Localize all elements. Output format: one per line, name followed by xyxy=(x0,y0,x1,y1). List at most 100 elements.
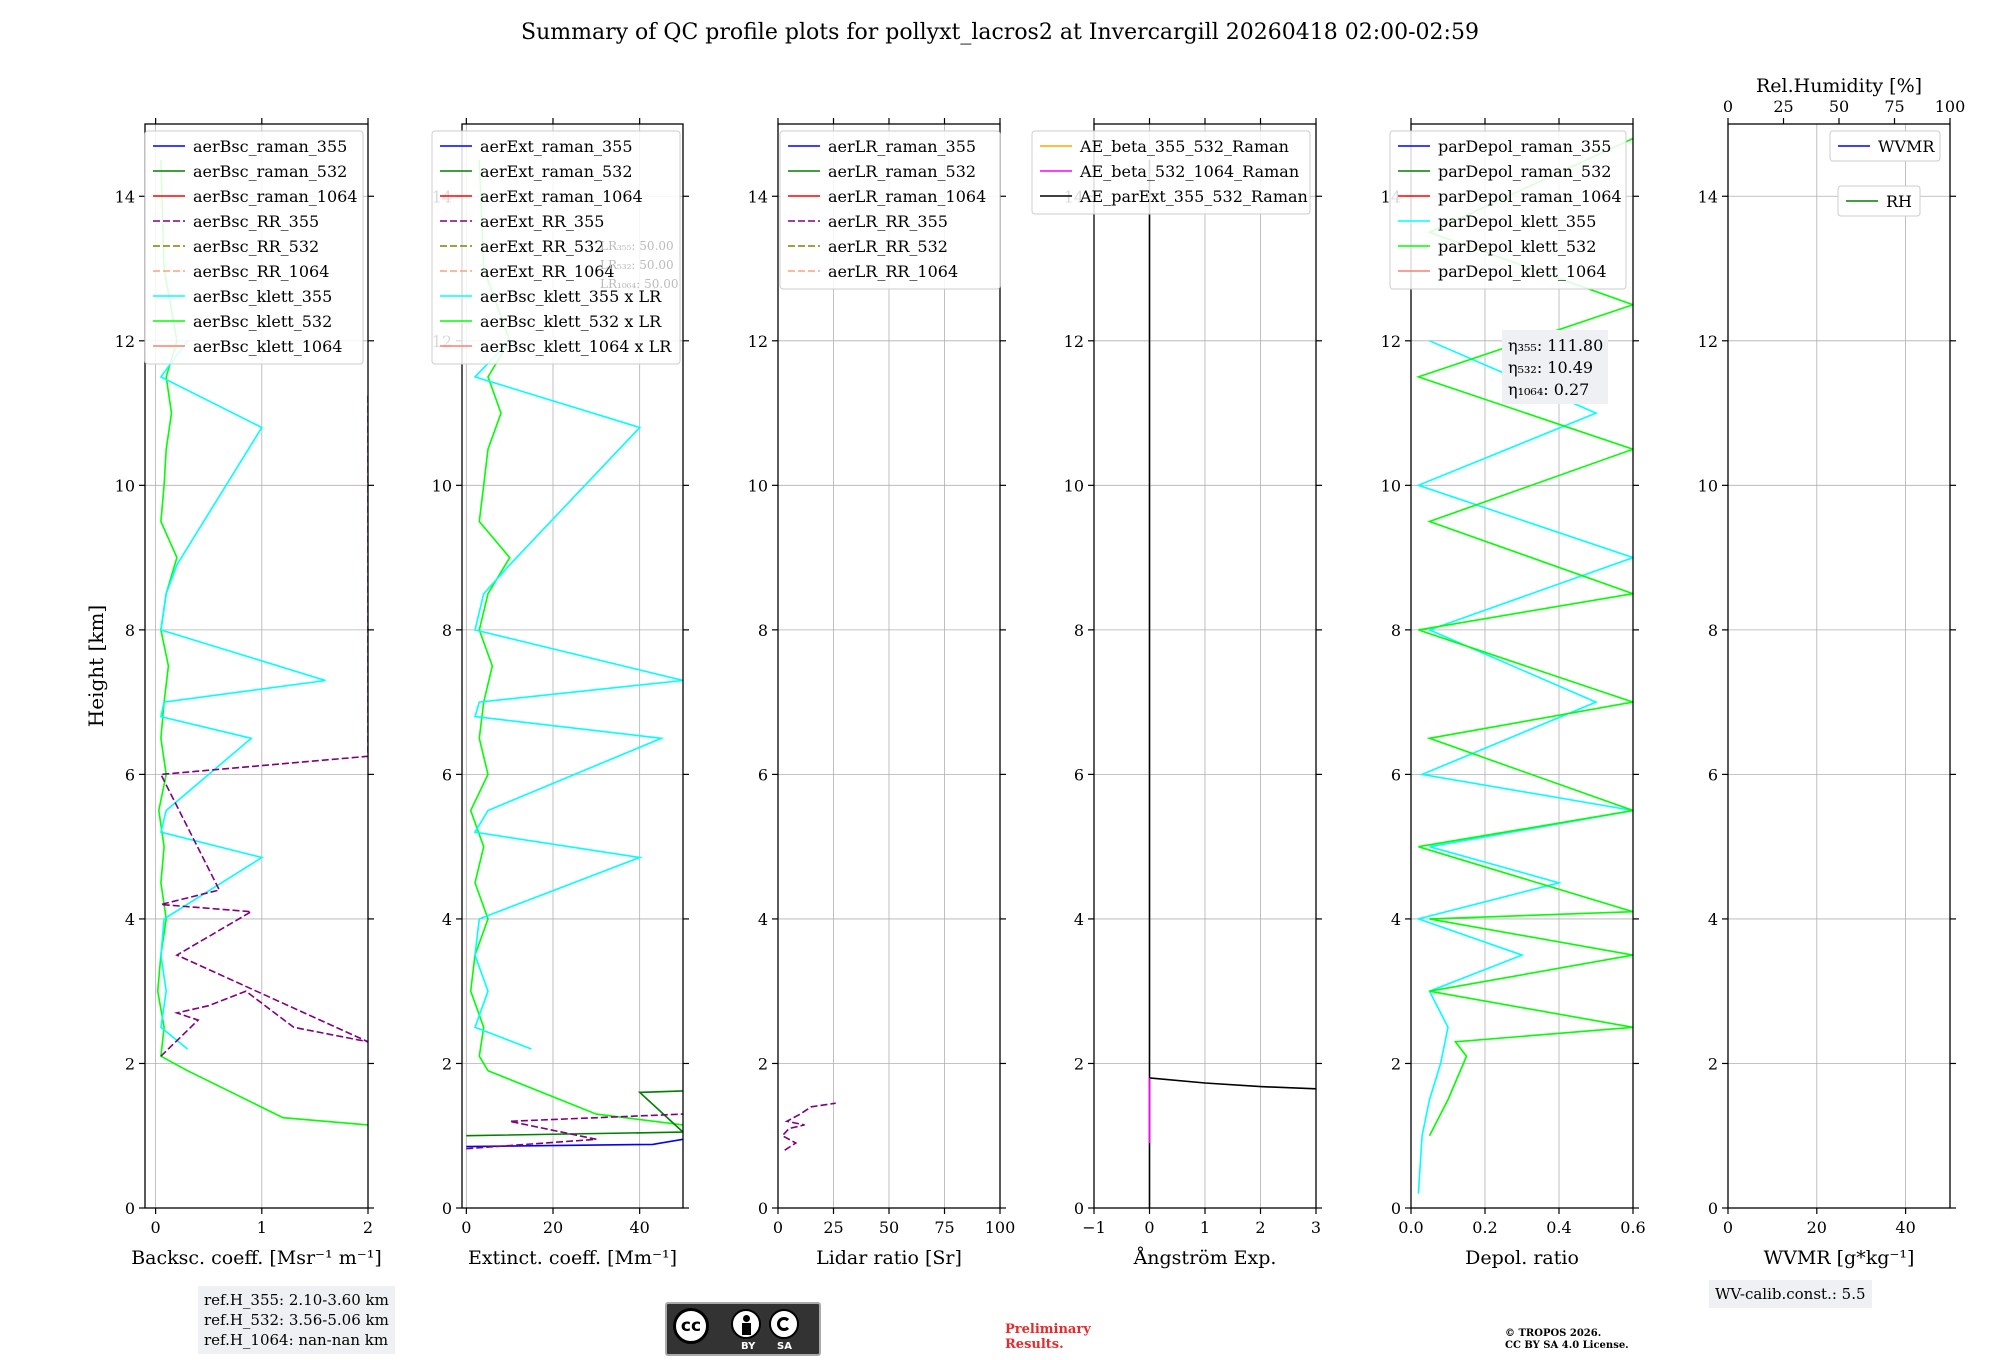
legend-label: aerLR_raman_355 xyxy=(828,137,976,156)
y-tick-label: 8 xyxy=(1074,621,1084,640)
legend-label: aerLR_RR_1064 xyxy=(828,262,958,281)
x-tick-label: 2 xyxy=(363,1218,373,1237)
legend-box xyxy=(431,130,681,365)
series-aerBsc_klett_532 x LR xyxy=(469,160,683,1126)
legend-label: aerBsc_klett_1064 xyxy=(193,337,342,356)
x-tick-label: 1 xyxy=(1200,1218,1210,1237)
x-axis-label: Backsc. coeff. [Msr⁻¹ m⁻¹] xyxy=(131,1247,382,1269)
legend-box xyxy=(1031,130,1311,215)
legend-label: aerExt_raman_1064 xyxy=(480,187,643,206)
legend-label: aerLR_raman_532 xyxy=(828,162,976,181)
legend-label: aerLR_RR_532 xyxy=(828,237,948,256)
y-tick-label: 6 xyxy=(758,765,768,784)
x-tick-label: 0 xyxy=(1723,1218,1733,1237)
y-tick-label: 8 xyxy=(442,621,452,640)
y-tick-label: 4 xyxy=(758,910,768,929)
eta-label: η₅₃₂: 10.49 xyxy=(1508,358,1593,377)
y-tick-label: 2 xyxy=(758,1054,768,1073)
legend-label: parDepol_klett_355 xyxy=(1438,212,1596,231)
x-tick-label: 0 xyxy=(773,1218,783,1237)
legend-label: aerBsc_raman_532 xyxy=(193,162,347,181)
x2-axis-label: Rel.Humidity [%] xyxy=(1756,75,1922,97)
y-tick-label: 10 xyxy=(1698,476,1718,495)
legend-box xyxy=(1837,185,1921,217)
y-tick-label: 6 xyxy=(1391,765,1401,784)
y-tick-label: 2 xyxy=(442,1054,452,1073)
preliminary-line-1: Preliminary xyxy=(1005,1322,1091,1337)
preliminary-results-note: Preliminary Results. xyxy=(1005,1322,1091,1352)
x-tick-label: 100 xyxy=(985,1218,1016,1237)
x-axis-label: Extinct. coeff. [Mm⁻¹] xyxy=(468,1247,677,1269)
legend-label: aerExt_RR_355 xyxy=(480,212,604,231)
axes-frame xyxy=(461,123,684,1209)
legend-label: AE_parExt_355_532_Raman xyxy=(1079,187,1308,206)
figure-title: Summary of QC profile plots for pollyxt_… xyxy=(521,20,1479,45)
y-tick-label: 4 xyxy=(442,910,452,929)
legend-label: aerBsc_raman_1064 xyxy=(193,187,358,206)
wv-calib-constant: WV-calib.const.: 5.5 xyxy=(1715,1285,1866,1303)
axes-frame xyxy=(777,123,1001,1209)
legend-label: parDepol_raman_1064 xyxy=(1438,187,1622,206)
series-parDepol_klett_532 xyxy=(1415,137,1633,1137)
cc-icon: cc xyxy=(673,1308,709,1344)
legend-label: aerExt_RR_1064 xyxy=(480,262,615,281)
y-tick-label: 0 xyxy=(758,1199,768,1218)
x-tick-label: 0 xyxy=(151,1218,161,1237)
legend-label: aerBsc_RR_1064 xyxy=(193,262,329,281)
y-tick-label: 4 xyxy=(1074,910,1084,929)
legend-label: AE_beta_532_1064_Raman xyxy=(1079,162,1299,181)
y-tick-label: 12 xyxy=(115,332,135,351)
y-tick-label: 8 xyxy=(1391,621,1401,640)
y-tick-label: 2 xyxy=(125,1054,135,1073)
legend-label: WVMR xyxy=(1878,137,1935,156)
axes-frame xyxy=(1727,123,1951,1209)
legend-label: aerBsc_RR_532 xyxy=(193,237,319,256)
y-tick-label: 14 xyxy=(748,187,768,206)
x-tick-label: 40 xyxy=(629,1218,649,1237)
copyright-line-2: CC BY SA 4.0 License. xyxy=(1505,1340,1629,1351)
legend-label: parDepol_raman_355 xyxy=(1438,137,1611,156)
y-tick-label: 14 xyxy=(115,187,135,206)
person-icon xyxy=(731,1309,761,1339)
copyright-line-1: © TROPOS 2026. xyxy=(1505,1328,1602,1339)
y-tick-label: 8 xyxy=(1708,621,1718,640)
y-tick-label: 12 xyxy=(1381,332,1401,351)
cc-by-label: BY xyxy=(741,1341,756,1352)
series-aerBsc_klett_355 xyxy=(159,340,326,1050)
y-tick-label: 0 xyxy=(1391,1199,1401,1218)
y-tick-label: 4 xyxy=(1391,910,1401,929)
x-axis-label: Ångström Exp. xyxy=(1133,1247,1277,1269)
y-tick-label: 10 xyxy=(432,476,452,495)
x-axis-label: Depol. ratio xyxy=(1465,1247,1579,1269)
y-tick-label: 10 xyxy=(1381,476,1401,495)
series-aerLR_RR_355 xyxy=(781,1102,836,1151)
y-tick-label: 12 xyxy=(748,332,768,351)
axes-frame xyxy=(1093,123,1317,1209)
y-tick-label: 2 xyxy=(1391,1054,1401,1073)
legend-label: aerExt_RR_532 xyxy=(480,237,604,256)
legend-label: aerExt_raman_532 xyxy=(480,162,633,181)
x-tick-label: 0.4 xyxy=(1546,1218,1571,1237)
ref-height-box: ref.H_355: 2.10-3.60 km ref.H_532: 3.56-… xyxy=(198,1286,395,1354)
legend-label: parDepol_klett_1064 xyxy=(1438,262,1607,281)
series-aerBsc_RR_355 xyxy=(159,395,368,1057)
eta-label: η₃₅₅: 111.80 xyxy=(1508,336,1603,355)
preliminary-line-2: Results. xyxy=(1005,1337,1064,1352)
x-tick-label: 50 xyxy=(879,1218,899,1237)
cc-license-badge: cc BY SA xyxy=(665,1302,821,1356)
legend-label: aerBsc_RR_355 xyxy=(193,212,319,231)
legend-box xyxy=(1389,130,1627,290)
y-tick-label: 8 xyxy=(125,621,135,640)
legend-label: aerBsc_klett_1064 x LR xyxy=(480,337,672,356)
legend-label: AE_beta_355_532_Raman xyxy=(1079,137,1289,156)
legend-label: aerBsc_klett_532 xyxy=(193,312,332,331)
x2-tick-label: 0 xyxy=(1723,97,1733,116)
wv-calib-box: WV-calib.const.: 5.5 xyxy=(1709,1280,1872,1308)
axes-frame xyxy=(144,123,369,1209)
x-tick-label: 0 xyxy=(461,1218,471,1237)
x-tick-label: 2 xyxy=(1255,1218,1265,1237)
x-axis-label: WVMR [g*kg⁻¹] xyxy=(1764,1247,1915,1269)
ref-height-532: ref.H_532: 3.56-5.06 km xyxy=(204,1311,389,1329)
legend-box xyxy=(779,130,1001,290)
